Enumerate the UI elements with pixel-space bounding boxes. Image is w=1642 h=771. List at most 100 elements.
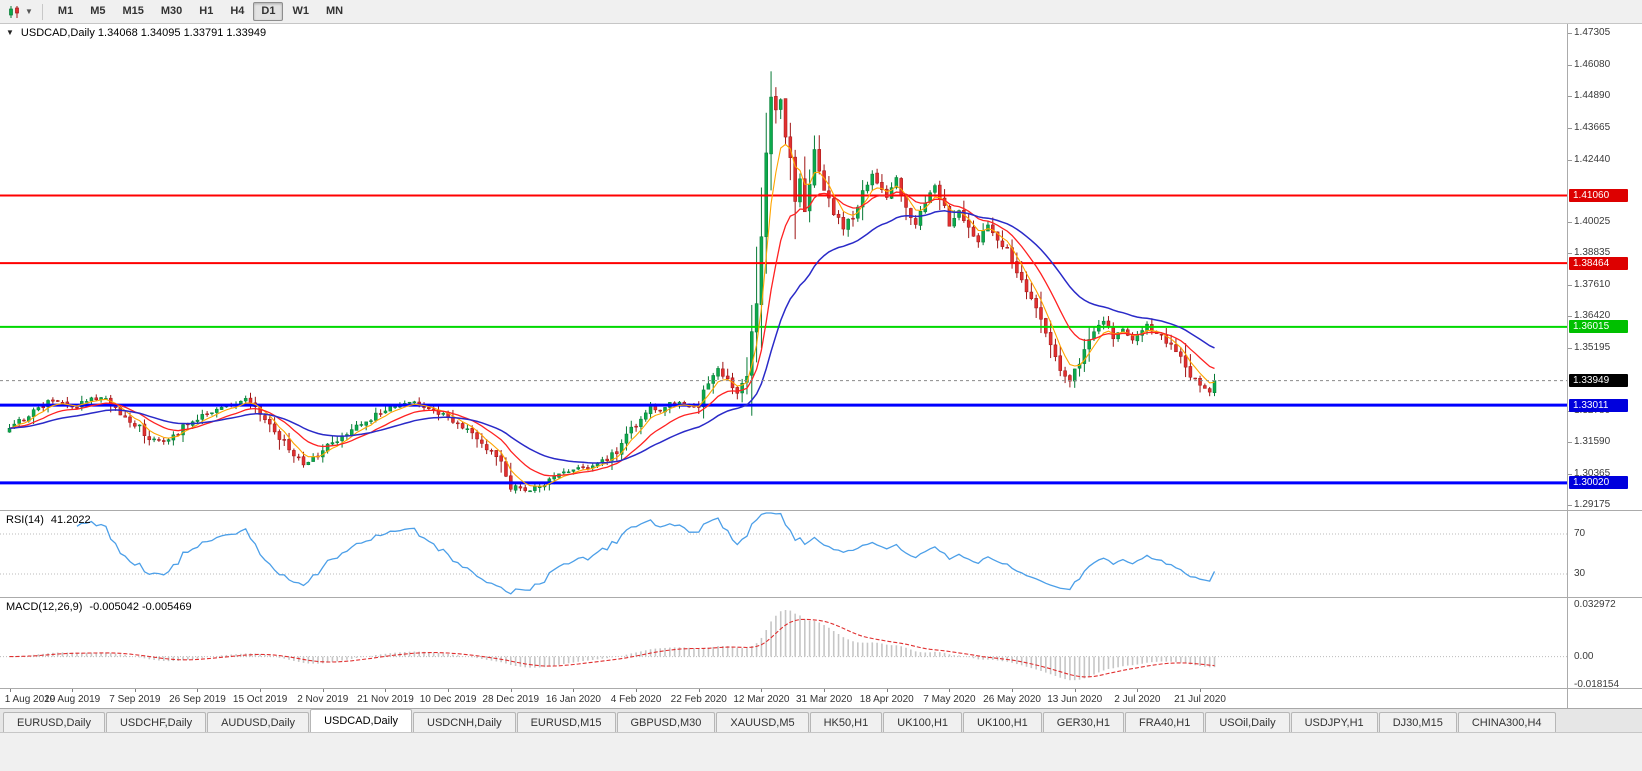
time-axis-tick <box>9 689 11 692</box>
price-tick-label: 1.31590 <box>1574 436 1611 448</box>
time-axis-tick <box>636 689 638 692</box>
rsi-level-label: 70 <box>1574 528 1586 539</box>
macd-tick-label: 0.00 <box>1574 650 1594 662</box>
time-axis-tick <box>260 689 262 692</box>
macd-header: MACD(12,26,9) -0.005042 -0.005469 <box>6 601 192 613</box>
timeframe-button-m5[interactable]: M5 <box>90 5 106 17</box>
price-chart-canvas[interactable] <box>0 24 1567 510</box>
chart-type-dropdown-caret-icon[interactable]: ▼ <box>25 7 33 16</box>
price-tick-label: 1.38835 <box>1574 247 1611 259</box>
time-axis-tick <box>72 689 74 692</box>
price-tick-label: 1.36420 <box>1574 310 1611 322</box>
chart-tab-ger30-h1[interactable]: GER30,H1 <box>1042 712 1124 732</box>
timeframe-button-w1[interactable]: W1 <box>292 5 309 17</box>
time-axis-label: 21 Jul 2020 <box>1174 694 1226 705</box>
macd-canvas[interactable] <box>0 598 1567 688</box>
time-axis-tick <box>886 689 888 692</box>
price-tick-label: 1.40025 <box>1574 216 1611 228</box>
price-tick-label: 1.43665 <box>1574 121 1611 133</box>
one-click-trading-toggle[interactable]: ▼ <box>6 28 14 37</box>
time-axis-label: 18 Apr 2020 <box>859 694 914 705</box>
time-axis-label: 7 Sep 2019 <box>109 694 161 705</box>
price-tick-label: 1.35195 <box>1574 342 1611 354</box>
time-axis-tick <box>1074 689 1076 692</box>
time-axis-label: 20 Aug 2019 <box>44 694 101 705</box>
price-tick-label: 1.30365 <box>1574 467 1611 479</box>
chart-title-ohlc: USDCAD,Daily 1.34068 1.34095 1.33791 1.3… <box>20 27 267 39</box>
chart-tab-usdchf-daily[interactable]: USDCHF,Daily <box>105 712 207 732</box>
price-pane[interactable]: ▼ USDCAD,Daily 1.34068 1.34095 1.33791 1… <box>0 24 1567 511</box>
time-axis-label: 13 Jun 2020 <box>1047 694 1103 705</box>
timeframe-button-m30[interactable]: M30 <box>160 5 183 17</box>
time-axis-tick <box>510 689 512 692</box>
price-badge-1.41060: 1.41060 <box>1569 189 1628 203</box>
time-axis-label: 26 Sep 2019 <box>169 694 226 705</box>
time-axis[interactable]: 1 Aug 2019 20 Aug 2019 7 Sep 2019 26 Sep 20… <box>0 689 1567 708</box>
time-axis-label: 1 Aug 2019 <box>4 694 56 705</box>
rsi-level-label: 30 <box>1574 568 1586 579</box>
chart-tab-eurusd-daily[interactable]: EURUSD,Daily <box>3 712 105 732</box>
time-axis-label: 26 May 2020 <box>983 694 1041 705</box>
rsi-pane[interactable]: RSI(14) 41.2022 <box>0 511 1567 598</box>
timeframe-button-m1[interactable]: M1 <box>57 5 74 17</box>
price-tick-label: 1.29175 <box>1574 498 1611 510</box>
time-axis-tick <box>1137 689 1139 692</box>
time-axis-tick <box>1012 689 1014 692</box>
time-axis-label: 28 Dec 2019 <box>482 694 540 705</box>
time-axis-tick <box>949 689 951 692</box>
chart-tab-usoil-daily[interactable]: USOil,Daily <box>1205 712 1290 732</box>
time-axis-label: 2 Nov 2019 <box>297 694 349 705</box>
chart-tab-usdcad-daily[interactable]: USDCAD,Daily <box>310 709 413 732</box>
timeframe-button-mn[interactable]: MN <box>325 5 344 17</box>
timeframe-button-m15[interactable]: M15 <box>122 5 144 17</box>
rsi-value: 41.2022 <box>50 514 91 526</box>
time-axis-tick <box>197 689 199 692</box>
macd-tick-label: 0.032972 <box>1574 599 1616 610</box>
chart-tab-uk100-h1[interactable]: UK100,H1 <box>963 712 1042 732</box>
chart-tab-audusd-daily[interactable]: AUDUSD,Daily <box>207 712 310 732</box>
price-tick-label: 1.47305 <box>1574 26 1611 38</box>
timeframe-button-h1[interactable]: H1 <box>199 5 214 17</box>
time-axis-label: 15 Oct 2019 <box>232 694 288 705</box>
chart-panes: ▼ USDCAD,Daily 1.34068 1.34095 1.33791 1… <box>0 24 1567 708</box>
pane-separator[interactable] <box>1568 688 1642 689</box>
time-axis-label: 10 Dec 2019 <box>419 694 477 705</box>
timeframe-button-h4[interactable]: H4 <box>230 5 245 17</box>
time-axis-label: 16 Jan 2020 <box>545 694 601 705</box>
candlestick-chart-icon[interactable] <box>5 3 23 21</box>
pane-separator[interactable] <box>1568 510 1642 511</box>
price-badge-1.30020: 1.30020 <box>1569 476 1628 490</box>
macd-pane[interactable]: MACD(12,26,9) -0.005042 -0.005469 <box>0 598 1567 689</box>
chart-tab-uk100-h1[interactable]: UK100,H1 <box>883 712 963 732</box>
time-axis-label: 7 May 2020 <box>923 694 976 705</box>
chart-tab-usdcnh-daily[interactable]: USDCNH,Daily <box>413 712 516 732</box>
chart-tabs: EURUSD,Daily USDCHF,Daily AUDUSD,Daily USDC… <box>0 708 1642 732</box>
price-axis[interactable]: 1.47305 1.46080 1.44890 1.43665 1.42440 1.400… <box>1567 24 1642 708</box>
chart-tab-gbpusd-m30[interactable]: GBPUSD,M30 <box>616 712 716 732</box>
chart-tab-xauusd-m5[interactable]: XAUUSD,M5 <box>716 712 809 732</box>
chart-tab-fra40-h1[interactable]: FRA40,H1 <box>1124 712 1205 732</box>
timeframe-button-d1[interactable]: D1 <box>253 2 284 21</box>
price-badge-1.33949: 1.33949 <box>1569 374 1628 388</box>
time-axis-label: 12 Mar 2020 <box>733 694 790 705</box>
rsi-canvas[interactable] <box>0 511 1567 597</box>
price-tick-label: 1.37610 <box>1574 279 1611 291</box>
time-axis-tick <box>573 689 575 692</box>
toolbar: ▼ M1 M5 M15 M30 H1 H4 D1 W1 MN <box>0 0 1642 24</box>
time-axis-tick <box>322 689 324 692</box>
chart-tab-china300-h4[interactable]: CHINA300,H4 <box>1457 712 1556 732</box>
chart-tab-hk50-h1[interactable]: HK50,H1 <box>809 712 883 732</box>
time-axis-tick <box>1200 689 1202 692</box>
rsi-header: RSI(14) 41.2022 <box>6 514 91 526</box>
time-axis-label: 31 Mar 2020 <box>796 694 853 705</box>
chart-tab-usdjpy-h1[interactable]: USDJPY,H1 <box>1290 712 1378 732</box>
chart-tab-eurusd-m15[interactable]: EURUSD,M15 <box>516 712 616 732</box>
time-axis-tick <box>448 689 450 692</box>
pane-separator[interactable] <box>1568 597 1642 598</box>
time-axis-label: 2 Jul 2020 <box>1114 694 1161 705</box>
chart-tab-dj30-m15[interactable]: DJ30,M15 <box>1378 712 1457 732</box>
chart-header: ▼ USDCAD,Daily 1.34068 1.34095 1.33791 1… <box>6 27 266 39</box>
time-axis-tick <box>385 689 387 692</box>
macd-values: -0.005042 -0.005469 <box>89 601 192 613</box>
